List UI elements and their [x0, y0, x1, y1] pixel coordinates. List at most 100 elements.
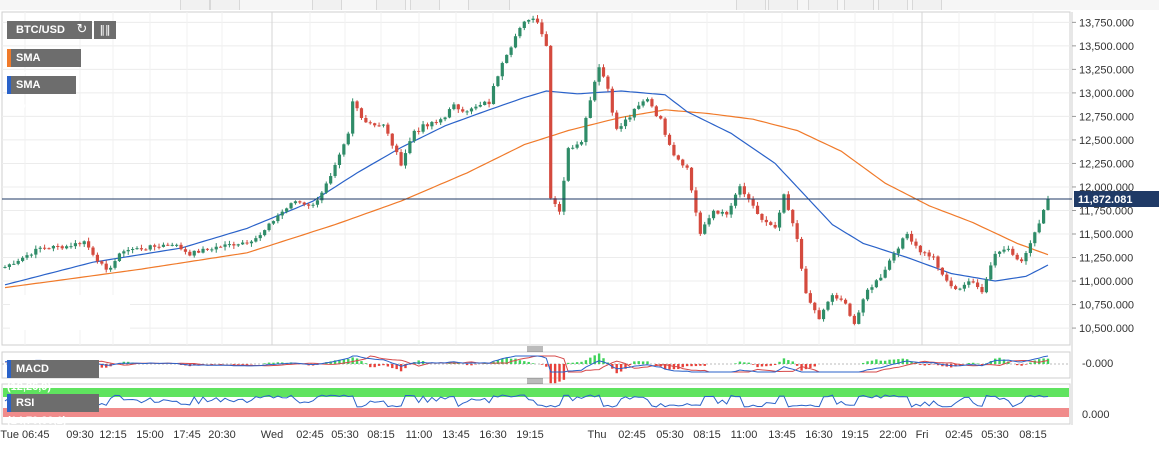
candle-body: [87, 241, 91, 248]
candle: [254, 235, 258, 243]
refresh-button[interactable]: ↻: [72, 21, 92, 39]
candle-body: [535, 18, 540, 23]
candle: [540, 19, 544, 37]
bars-button[interactable]: ‖‖: [94, 21, 116, 39]
toolbar-button[interactable]: [736, 0, 766, 10]
macd-histogram-bar: [804, 364, 808, 370]
macd-histogram-bar: [954, 364, 957, 367]
x-tick-label: 08:15: [367, 429, 395, 441]
candle-body: [953, 286, 958, 290]
toolbar-button[interactable]: [468, 0, 510, 10]
macd-histogram-bar: [589, 357, 592, 364]
candle: [47, 247, 51, 250]
candle-body: [637, 105, 641, 109]
toolbar-button[interactable]: [410, 0, 440, 10]
candle: [210, 247, 214, 253]
toolbar-button[interactable]: [210, 0, 240, 10]
candle-body: [1002, 249, 1006, 252]
toolbar-button[interactable]: [878, 0, 908, 10]
candle: [157, 243, 161, 250]
candle: [1041, 209, 1046, 224]
candle: [914, 238, 918, 249]
macd-histogram-bar: [553, 364, 557, 384]
candle: [329, 172, 333, 185]
macd-histogram-bar: [237, 364, 240, 365]
candle-body: [38, 247, 42, 249]
candle: [135, 246, 139, 250]
candle-body: [839, 298, 843, 300]
macd-histogram-bar: [267, 362, 271, 364]
candle-body: [104, 263, 108, 270]
candle-body: [1011, 248, 1015, 255]
macd-histogram-bar: [404, 364, 407, 369]
rsi-tag[interactable]: RSI (14,70,30,1): [7, 394, 99, 427]
candle-body: [113, 261, 117, 268]
macd-histogram-bar: [787, 360, 790, 364]
candle-body: [672, 144, 676, 156]
candle: [25, 252, 29, 260]
candle: [399, 149, 403, 167]
candle: [122, 249, 126, 257]
candle: [663, 117, 667, 137]
candle-body: [214, 246, 218, 250]
sma50-line: [4, 90, 1049, 286]
candle: [1024, 250, 1028, 265]
symbol-tag[interactable]: BTC/USD: [7, 21, 77, 39]
candle-body: [342, 144, 346, 155]
sma100-line: [4, 109, 1049, 289]
toolbar-button[interactable]: [912, 0, 942, 10]
candle-body: [1041, 209, 1046, 224]
macd-histogram-bar: [355, 358, 359, 364]
candle-body: [566, 148, 570, 181]
macd-histogram-bar: [523, 361, 526, 364]
macd-histogram-bar: [637, 361, 640, 364]
candle: [381, 124, 386, 128]
candle-body: [659, 116, 663, 119]
macd-histogram-bar: [998, 357, 1001, 364]
candle-body: [12, 263, 16, 265]
toolbar-button[interactable]: [376, 0, 406, 10]
candle-body: [870, 287, 874, 290]
candle: [188, 249, 192, 257]
symbol-label: BTC/USD: [16, 24, 65, 36]
candle-body: [227, 244, 232, 246]
candle: [170, 242, 174, 247]
macd-histogram-bar: [342, 359, 346, 364]
toolbar-button[interactable]: [312, 0, 342, 10]
x-tick-label: 22:00: [879, 429, 907, 441]
candle-body: [60, 246, 64, 249]
candle: [940, 267, 944, 277]
macd-histogram-bar: [923, 364, 926, 366]
macd-tag[interactable]: MACD (12,26,9): [7, 360, 99, 393]
candle-body: [179, 244, 183, 250]
candle: [337, 152, 342, 169]
x-tick-label: 09:30: [66, 429, 94, 441]
toolbar-button[interactable]: [180, 0, 210, 10]
sma50-tag[interactable]: SMA (50,0): [7, 76, 76, 109]
candle: [452, 102, 456, 111]
macd-histogram-bar: [584, 360, 588, 364]
candle: [918, 244, 922, 256]
macd-histogram-bar: [245, 364, 249, 365]
toolbar-button[interactable]: [844, 0, 874, 10]
candle-body: [395, 145, 399, 153]
candle: [782, 193, 786, 214]
toolbar-button[interactable]: [808, 0, 838, 10]
candle: [588, 96, 592, 119]
candle-body: [487, 101, 491, 105]
candle-body: [610, 88, 614, 113]
candle-body: [65, 246, 69, 249]
macd-histogram-bar: [531, 363, 535, 364]
candle-body: [931, 256, 936, 258]
candle-body: [615, 112, 619, 129]
candle: [601, 64, 606, 78]
toolbar-button[interactable]: [768, 0, 798, 10]
candle-body: [100, 261, 104, 264]
candle: [16, 258, 20, 266]
candle: [839, 295, 843, 302]
candle-body: [443, 117, 447, 120]
candle: [821, 308, 826, 322]
candle: [417, 127, 421, 135]
sma100-tag[interactable]: SMA (100,0): [7, 49, 81, 82]
